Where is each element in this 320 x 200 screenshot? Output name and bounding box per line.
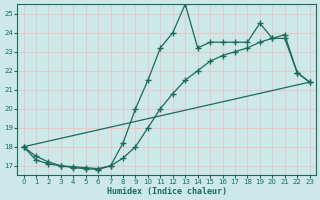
X-axis label: Humidex (Indice chaleur): Humidex (Indice chaleur) (107, 187, 227, 196)
